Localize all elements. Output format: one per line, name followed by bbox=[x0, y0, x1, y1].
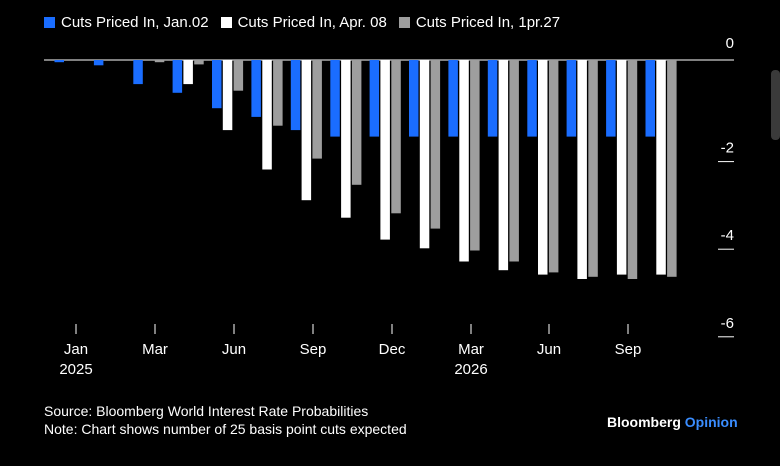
bar bbox=[588, 60, 598, 277]
x-tick-year-label: 2026 bbox=[454, 361, 487, 378]
bar bbox=[262, 60, 272, 170]
bar bbox=[487, 60, 498, 137]
bar bbox=[369, 60, 380, 137]
bar bbox=[538, 60, 548, 275]
bar bbox=[459, 60, 469, 262]
bar bbox=[222, 60, 233, 131]
bar bbox=[290, 60, 301, 131]
legend-swatch-apr08 bbox=[220, 16, 232, 28]
bar bbox=[627, 60, 638, 279]
bar bbox=[194, 60, 204, 65]
y-tick-label: 0 bbox=[726, 35, 734, 52]
bar bbox=[616, 60, 627, 275]
bar bbox=[430, 60, 441, 229]
bar bbox=[656, 60, 666, 275]
scrollbar[interactable] bbox=[771, 70, 780, 140]
bar bbox=[566, 60, 577, 137]
legend-item-apr27: Cuts Priced In, 1pr.27 bbox=[398, 13, 561, 31]
bar bbox=[380, 60, 390, 240]
bar bbox=[409, 60, 419, 137]
brand-logo: Bloomberg Opinion bbox=[607, 414, 738, 430]
x-tick-label: Sep bbox=[300, 341, 327, 358]
bar bbox=[606, 60, 616, 137]
x-tick-label: Sep bbox=[615, 341, 642, 358]
methodology-note: Note: Chart shows number of 25 basis poi… bbox=[44, 421, 407, 437]
brand-suffix: Opinion bbox=[684, 414, 738, 430]
bar bbox=[667, 60, 677, 277]
x-tick-label: Mar bbox=[142, 341, 168, 358]
bar bbox=[351, 60, 362, 185]
bar bbox=[577, 60, 587, 279]
bar bbox=[548, 60, 559, 273]
bar bbox=[93, 60, 104, 66]
legend: Cuts Priced In, Jan.02 Cuts Priced In, A… bbox=[44, 12, 572, 32]
x-tick-label: Jan bbox=[64, 341, 88, 358]
bar bbox=[419, 60, 430, 249]
y-tick-label: -2 bbox=[721, 140, 734, 157]
bar bbox=[498, 60, 509, 271]
x-tick-label: Jun bbox=[222, 341, 246, 358]
legend-item-apr08: Cuts Priced In, Apr. 08 bbox=[220, 13, 387, 31]
bar bbox=[645, 60, 655, 137]
bar bbox=[341, 60, 351, 218]
bar bbox=[330, 60, 340, 137]
legend-swatch-apr27 bbox=[398, 16, 410, 28]
bar bbox=[251, 60, 261, 117]
y-tick-label: -6 bbox=[721, 315, 734, 332]
legend-item-jan02: Cuts Priced In, Jan.02 bbox=[44, 14, 209, 31]
x-tick-label: Mar bbox=[458, 341, 484, 358]
chart-footer: Source: Bloomberg World Interest Rate Pr… bbox=[44, 402, 407, 438]
x-tick-year-label: 2025 bbox=[59, 361, 92, 378]
legend-label-apr08: Cuts Priced In, Apr. 08 bbox=[237, 13, 387, 31]
bar bbox=[183, 60, 193, 85]
legend-swatch-jan02 bbox=[44, 16, 55, 28]
bar bbox=[233, 60, 244, 91]
bar bbox=[133, 60, 143, 85]
bar bbox=[212, 60, 222, 109]
brand-name: Bloomberg bbox=[607, 414, 681, 430]
bar-chart: 0 -2 -4 -6 Jan 2025 Mar Jun Sep Dec Mar 2026 Jun Sep bbox=[44, 35, 734, 378]
x-tick-label: Jun bbox=[537, 341, 561, 358]
legend-label-jan02: Cuts Priced In, Jan.02 bbox=[61, 13, 209, 31]
bar bbox=[54, 60, 64, 63]
legend-label-apr27: Cuts Priced In, 1pr.27 bbox=[415, 13, 561, 31]
y-tick-label: -4 bbox=[721, 227, 734, 244]
bar bbox=[527, 60, 537, 137]
bar bbox=[172, 60, 183, 93]
bar bbox=[470, 60, 480, 251]
bar bbox=[273, 60, 283, 126]
bar bbox=[312, 60, 322, 159]
bar bbox=[448, 60, 458, 137]
x-tick-label: Dec bbox=[379, 341, 406, 358]
bar bbox=[301, 60, 312, 201]
bar bbox=[509, 60, 519, 262]
source-note: Source: Bloomberg World Interest Rate Pr… bbox=[44, 403, 369, 419]
bar bbox=[391, 60, 401, 214]
bar bbox=[154, 60, 165, 63]
